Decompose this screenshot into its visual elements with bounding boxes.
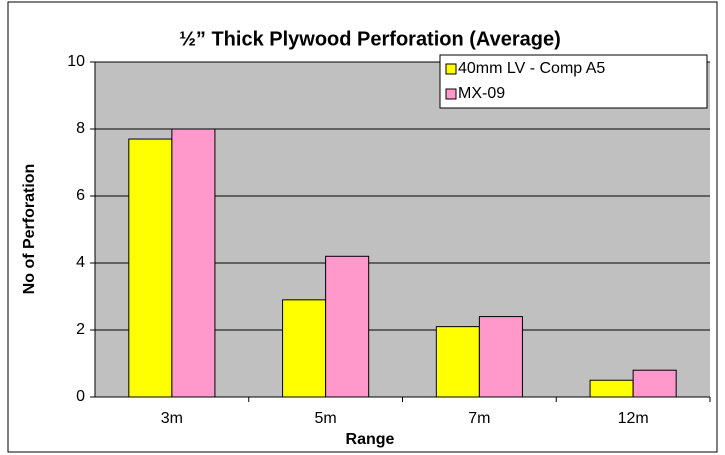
bar	[282, 299, 327, 398]
chart-title: ½” Thick Plywood Perforation (Average)	[179, 28, 561, 50]
x-tick-label: 12m	[618, 410, 649, 427]
y-tick-label: 8	[76, 120, 85, 137]
legend-box	[439, 54, 708, 109]
legend-label: 40mm LV - Comp A5	[458, 60, 605, 77]
y-tick-label: 6	[76, 187, 85, 204]
bar	[478, 316, 523, 398]
bar	[128, 138, 173, 398]
x-tick-label: 7m	[468, 410, 490, 427]
x-tick-label: 5m	[315, 410, 337, 427]
x-tick-label: 3m	[161, 410, 183, 427]
y-axis-label: No of Perforation	[21, 164, 38, 295]
y-tick-label: 2	[76, 321, 85, 338]
bar	[589, 379, 634, 398]
y-tick-label: 0	[76, 388, 85, 405]
legend-swatch	[445, 88, 457, 100]
bar	[632, 369, 677, 398]
legend-swatch	[445, 63, 457, 75]
bar	[325, 255, 370, 398]
bar	[435, 326, 480, 398]
x-axis-label: Range	[346, 431, 395, 448]
bar	[171, 128, 216, 398]
legend-label: MX-09	[458, 85, 505, 102]
y-tick-label: 4	[76, 254, 85, 271]
y-tick-label: 10	[67, 53, 85, 70]
